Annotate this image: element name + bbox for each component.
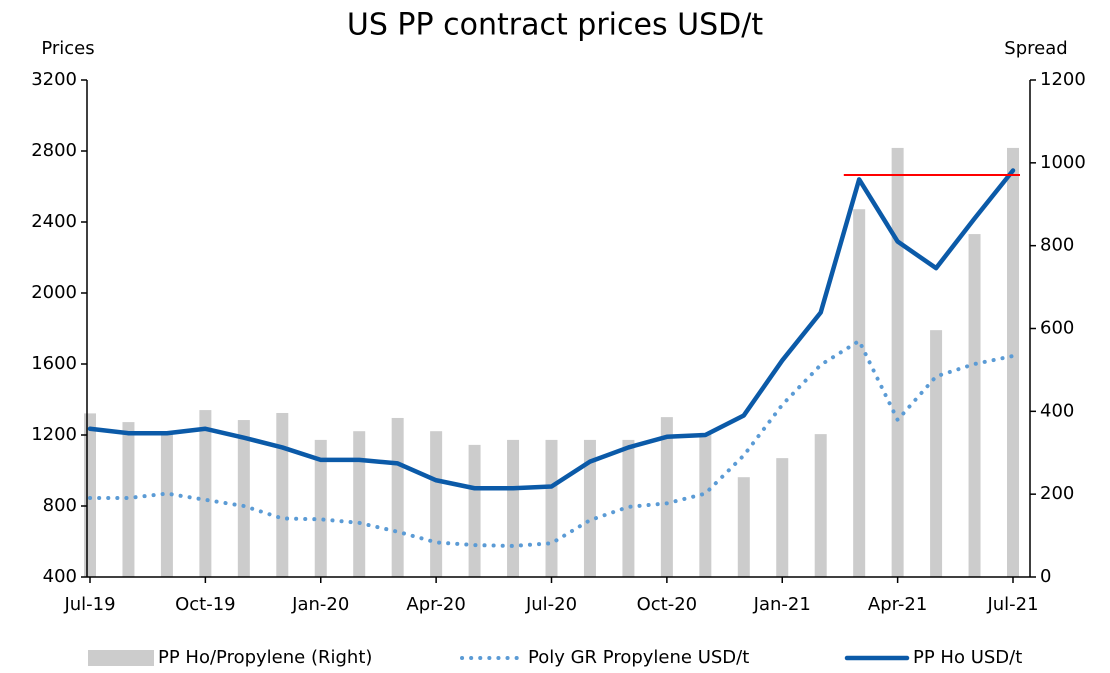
bar [699, 432, 712, 577]
y-tick-label: 1600 [31, 353, 77, 374]
bar [545, 439, 558, 577]
y2-axis-label: Spread [1004, 38, 1067, 59]
x-tick-label: Jul-19 [63, 594, 115, 615]
x-tick-label: Jul-21 [986, 594, 1038, 615]
bar [814, 434, 827, 577]
bar [930, 330, 943, 577]
y-tick-label: 800 [43, 495, 77, 516]
y2-tick-label: 800 [1040, 235, 1074, 256]
y2-tick-label: 1000 [1040, 152, 1086, 173]
line-series [87, 168, 1016, 491]
x-tick-label: Jan-21 [753, 594, 811, 615]
bar [776, 458, 789, 577]
x-tick-label: Apr-21 [868, 594, 927, 615]
bar [84, 413, 96, 577]
y2-tick-label: 0 [1040, 566, 1051, 587]
y-tick-label: 400 [43, 566, 77, 587]
y2-tick-label: 200 [1040, 483, 1074, 504]
x-tick-label: Oct-20 [637, 594, 698, 615]
y-tick-label: 1200 [31, 424, 77, 445]
bar [660, 417, 673, 577]
bar [737, 477, 750, 577]
y2-tick-label: 400 [1040, 400, 1074, 421]
bar [314, 439, 327, 577]
bar [507, 439, 520, 577]
bar [199, 410, 212, 577]
line-series [88, 338, 1015, 548]
x-tick-label: Oct-19 [175, 594, 236, 615]
x-tick-label: Jan-20 [291, 594, 349, 615]
y-tick-label: 3200 [31, 69, 77, 90]
bar [583, 439, 596, 577]
y2-tick-label: 600 [1040, 318, 1074, 339]
y-tick-label: 2000 [31, 282, 77, 303]
y2-tick-label: 1200 [1040, 69, 1086, 90]
x-tick-label: Apr-20 [406, 594, 465, 615]
legend-label: Poly GR Propylene USD/t [528, 647, 749, 668]
bar [160, 432, 173, 577]
bar [391, 417, 404, 577]
legend-label: PP Ho/Propylene (Right) [158, 647, 372, 668]
bar [468, 444, 481, 577]
chart-title: US PP contract prices USD/t [347, 8, 763, 43]
x-tick-label: Jul-20 [525, 594, 577, 615]
bar [237, 420, 250, 577]
y-tick-label: 2800 [31, 140, 77, 161]
bar [891, 147, 904, 577]
bar [353, 431, 366, 577]
bar [622, 439, 635, 577]
bar [968, 234, 981, 577]
bar [430, 431, 443, 577]
bar [276, 412, 289, 577]
y-axis-label: Prices [41, 38, 94, 59]
bar [1007, 147, 1019, 577]
bar [853, 209, 866, 577]
legend-label: PP Ho USD/t [913, 647, 1022, 668]
legend-swatch [88, 650, 154, 666]
bar [122, 422, 135, 577]
y-tick-label: 2400 [31, 211, 77, 232]
